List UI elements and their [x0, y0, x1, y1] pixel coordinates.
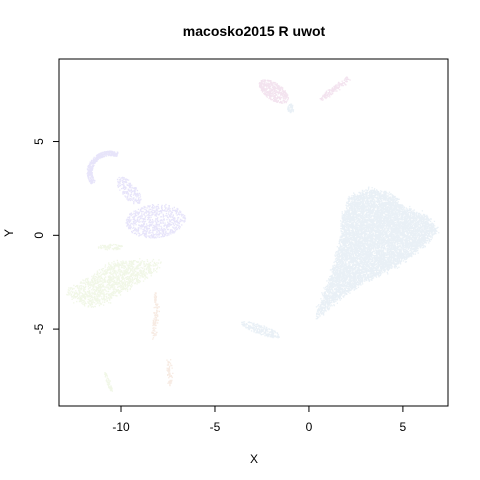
- point-series-5: [151, 292, 174, 387]
- point-series-1: [241, 103, 440, 339]
- y-tick-label: 5: [32, 138, 46, 145]
- point-series-3: [66, 243, 162, 392]
- point-cloud: [151, 292, 174, 387]
- y-tick-label: 0: [32, 232, 46, 239]
- point-cloud: [66, 243, 162, 392]
- point-series-2: [86, 150, 187, 239]
- points-layer: [66, 76, 440, 392]
- x-tick-label: -10: [112, 420, 130, 434]
- x-axis-label: X: [250, 452, 258, 466]
- point-cloud: [258, 76, 351, 104]
- x-tick-label: -5: [210, 420, 221, 434]
- x-tick-label: 0: [306, 420, 313, 434]
- point-cloud: [241, 103, 440, 339]
- point-cloud: [86, 150, 187, 239]
- y-axis: -5 0 5: [32, 138, 60, 334]
- y-tick-label: -5: [32, 323, 46, 334]
- x-tick-label: 5: [400, 420, 407, 434]
- y-axis-label: Y: [2, 229, 16, 237]
- x-axis: -10 -5 0 5: [112, 405, 407, 434]
- point-series-4: [258, 76, 351, 104]
- chart-title: macosko2015 R uwot: [183, 23, 326, 39]
